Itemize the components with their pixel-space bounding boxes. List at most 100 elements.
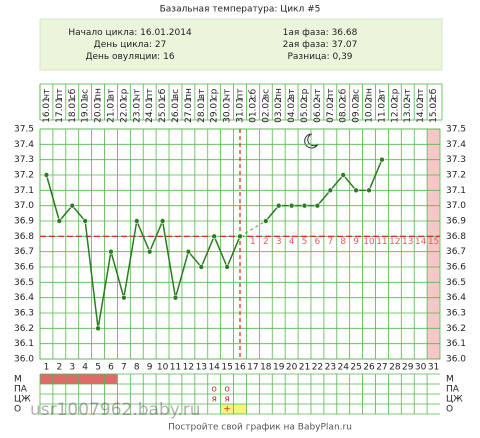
row-symbol: о xyxy=(211,385,217,395)
info-label: День цикла: xyxy=(94,40,152,50)
weekday-label: пн xyxy=(184,88,194,100)
temperature-point xyxy=(185,248,192,255)
date-label: 29.01 xyxy=(210,97,220,123)
temperature-point xyxy=(108,248,114,255)
date-label: 11.02 xyxy=(377,97,387,123)
ovulation-cell xyxy=(221,404,247,414)
y-tick-label-right: 36.5 xyxy=(446,278,466,288)
chart-title: Базальная температура: Цикл #5 xyxy=(160,5,321,15)
info-value: 0,39 xyxy=(332,52,352,62)
y-tick-label-right: 36.1 xyxy=(446,339,466,349)
row-label-right: М xyxy=(446,375,454,385)
info-line: День овуляции: 16 xyxy=(85,52,174,62)
temperature-point xyxy=(159,218,166,224)
row-label: ЦЖ xyxy=(14,395,31,405)
weekday-label: чт xyxy=(313,89,323,100)
x-tick-label: 3 xyxy=(69,363,75,373)
x-tick-label: 18 xyxy=(260,363,272,373)
temperature-point xyxy=(288,202,295,209)
date-label: 24.01 xyxy=(145,97,155,123)
date-label: 13.02 xyxy=(403,97,413,123)
temperature-point xyxy=(237,233,243,240)
temperature-point xyxy=(95,325,101,332)
x-tick-label: 24 xyxy=(337,363,349,373)
moon-icon xyxy=(304,133,319,149)
info-line: Начало цикла: 16.01.2014 xyxy=(68,28,192,38)
temperature-point xyxy=(43,172,50,178)
weekday-label: ср xyxy=(390,88,400,99)
info-line: 2ая фаза: 37.07 xyxy=(283,40,358,50)
weekday-label: пн xyxy=(365,88,375,100)
date-label: 21.01 xyxy=(106,97,116,123)
date-label: 30.01 xyxy=(223,97,233,123)
weekday-label: вс xyxy=(261,89,271,99)
y-tick-label: 36.0 xyxy=(14,355,34,365)
y-tick-label-right: 36.7 xyxy=(446,247,466,257)
date-label: 12.02 xyxy=(390,97,400,123)
y-tick-label-right: 37.0 xyxy=(446,201,466,211)
phase2-day: 11 xyxy=(376,237,387,247)
x-tick-label: 11 xyxy=(170,363,181,373)
weekday-label: чт xyxy=(132,89,142,100)
y-tick-label: 36.9 xyxy=(14,217,34,227)
temperature-point xyxy=(121,294,127,301)
x-tick-label: 23 xyxy=(325,363,336,373)
row-symbol: + xyxy=(223,405,231,415)
row-label-right: ЦЖ xyxy=(446,395,463,405)
date-label: 07.02 xyxy=(326,97,336,123)
date-label: 08.02 xyxy=(339,97,349,123)
y-tick-label-right: 36.4 xyxy=(446,293,466,303)
weekday-label: сб xyxy=(248,88,258,99)
x-tick-label: 13 xyxy=(196,363,207,373)
row-label: ПА xyxy=(14,385,28,395)
date-label: 06.02 xyxy=(313,97,323,123)
y-tick-label-right: 37.3 xyxy=(446,155,466,165)
y-tick-label: 36.3 xyxy=(14,309,34,319)
x-tick-label: 26 xyxy=(363,363,375,373)
weekday-label: пт xyxy=(55,88,65,99)
x-tick-label: 28 xyxy=(389,363,401,373)
temperature-point xyxy=(379,156,385,163)
weekday-label: чт xyxy=(223,89,233,100)
info-value: 16.01.2014 xyxy=(140,28,192,38)
temperature-point xyxy=(301,202,308,209)
highlight-day xyxy=(427,129,440,359)
phase2-day: 15 xyxy=(428,237,439,247)
gap-connector xyxy=(239,220,267,237)
phase2-day: 9 xyxy=(353,237,359,247)
date-label: 23.01 xyxy=(132,97,142,123)
weekday-label: вт xyxy=(377,89,387,100)
temperature-point xyxy=(224,264,230,270)
y-tick-label: 37.2 xyxy=(14,171,34,181)
temperature-point xyxy=(211,233,217,240)
info-line: День цикла: 27 xyxy=(94,40,167,50)
info-value: 37.07 xyxy=(332,40,358,50)
y-tick-label: 36.5 xyxy=(14,278,34,288)
temperature-point xyxy=(56,218,63,224)
phase2-day: 14 xyxy=(415,237,427,247)
y-tick-label-right: 37.1 xyxy=(446,186,466,196)
phase2-day: 5 xyxy=(302,237,308,247)
y-tick-label-right: 36.0 xyxy=(446,355,466,365)
weekday-label: чт xyxy=(42,89,52,100)
weekday-label: сб xyxy=(429,88,439,99)
date-label: 19.01 xyxy=(81,97,91,123)
x-tick-label: 22 xyxy=(312,363,323,373)
x-tick-label: 10 xyxy=(157,363,169,373)
weekday-label: пт xyxy=(145,88,155,99)
y-tick-label-right: 36.8 xyxy=(446,232,466,242)
temperature-point xyxy=(146,248,153,255)
y-tick-label: 36.4 xyxy=(14,293,34,303)
x-tick-label: 27 xyxy=(376,363,387,373)
weekday-label: пт xyxy=(416,88,426,99)
row-label: М xyxy=(14,375,22,385)
temperature-point xyxy=(353,187,359,194)
y-tick-label-right: 36.6 xyxy=(446,263,466,273)
date-label: 10.02 xyxy=(365,97,375,123)
x-tick-label: 7 xyxy=(121,363,127,373)
weekday-label: вс xyxy=(171,89,181,99)
weekday-label: чт xyxy=(403,89,413,100)
info-value: 16 xyxy=(163,52,175,62)
weekday-label: вс xyxy=(81,89,91,99)
